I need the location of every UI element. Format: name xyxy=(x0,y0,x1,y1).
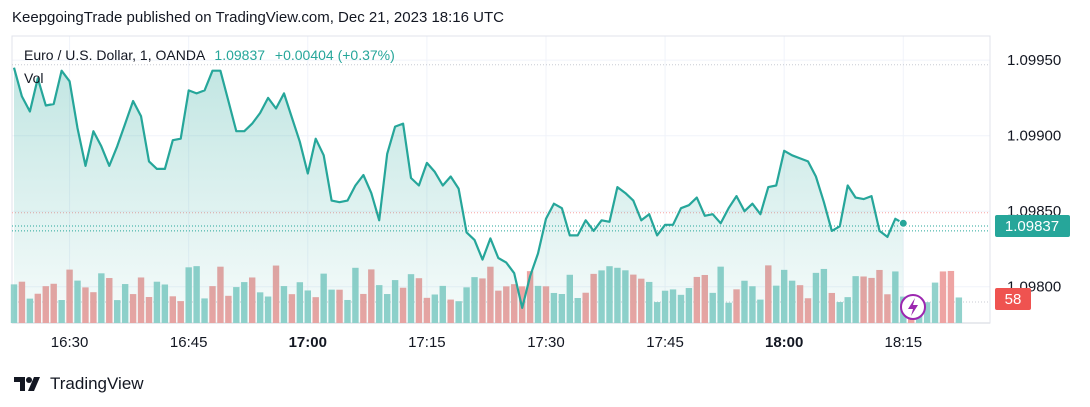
price-tag-label: 1.09837 xyxy=(1005,218,1059,235)
volume-bar xyxy=(939,271,947,323)
volume-tag xyxy=(995,288,1031,310)
volume-bar xyxy=(931,282,939,323)
x-tick-label: 17:30 xyxy=(527,334,565,351)
time-axis[interactable]: 16:30 16:45 17:00 17:15 17:30 17:45 18:00 18:15 xyxy=(51,334,922,351)
bolt-glyph xyxy=(908,298,918,316)
volume-bar xyxy=(947,270,955,323)
y-tick-label: 1.09900 xyxy=(1007,128,1061,145)
x-tick-label: 18:15 xyxy=(885,334,923,351)
volume-bar xyxy=(955,297,963,323)
x-tick-label: 16:45 xyxy=(170,334,208,351)
price-change: +0.00404 (+0.37%) xyxy=(274,47,395,63)
publish-line: KeepgoingTrade published on TradingView.… xyxy=(12,9,504,26)
symbol-name: Euro / U.S. Dollar, 1, OANDA xyxy=(24,47,205,63)
x-tick-label: 16:30 xyxy=(51,334,89,351)
x-tick-label: 17:45 xyxy=(646,334,684,351)
price-series xyxy=(12,67,908,323)
x-tick-label: 17:00 xyxy=(289,334,327,351)
volume-tag-label: 58 xyxy=(1005,291,1022,308)
tradingview-logo-icon xyxy=(14,377,40,391)
price-line xyxy=(12,67,904,309)
brand-name: TradingView xyxy=(50,374,144,393)
last-price: 1.09837 xyxy=(214,47,266,63)
axis-tags: 1.09837 58 xyxy=(995,215,1070,310)
y-tick-label: 1.09950 xyxy=(1007,52,1061,69)
last-point xyxy=(899,219,907,227)
price-tag xyxy=(995,215,1070,237)
volume-label: Vol xyxy=(24,70,44,86)
price-area xyxy=(14,67,904,323)
symbol-legend: Euro / U.S. Dollar, 1, OANDA 1.09837 +0.… xyxy=(24,47,395,63)
x-tick-label: 18:00 xyxy=(765,334,803,351)
bolt-icon[interactable] xyxy=(900,294,926,320)
x-tick-label: 17:15 xyxy=(408,334,446,351)
volume-bar xyxy=(923,302,931,323)
tradingview-logo[interactable]: TradingView xyxy=(14,374,144,394)
